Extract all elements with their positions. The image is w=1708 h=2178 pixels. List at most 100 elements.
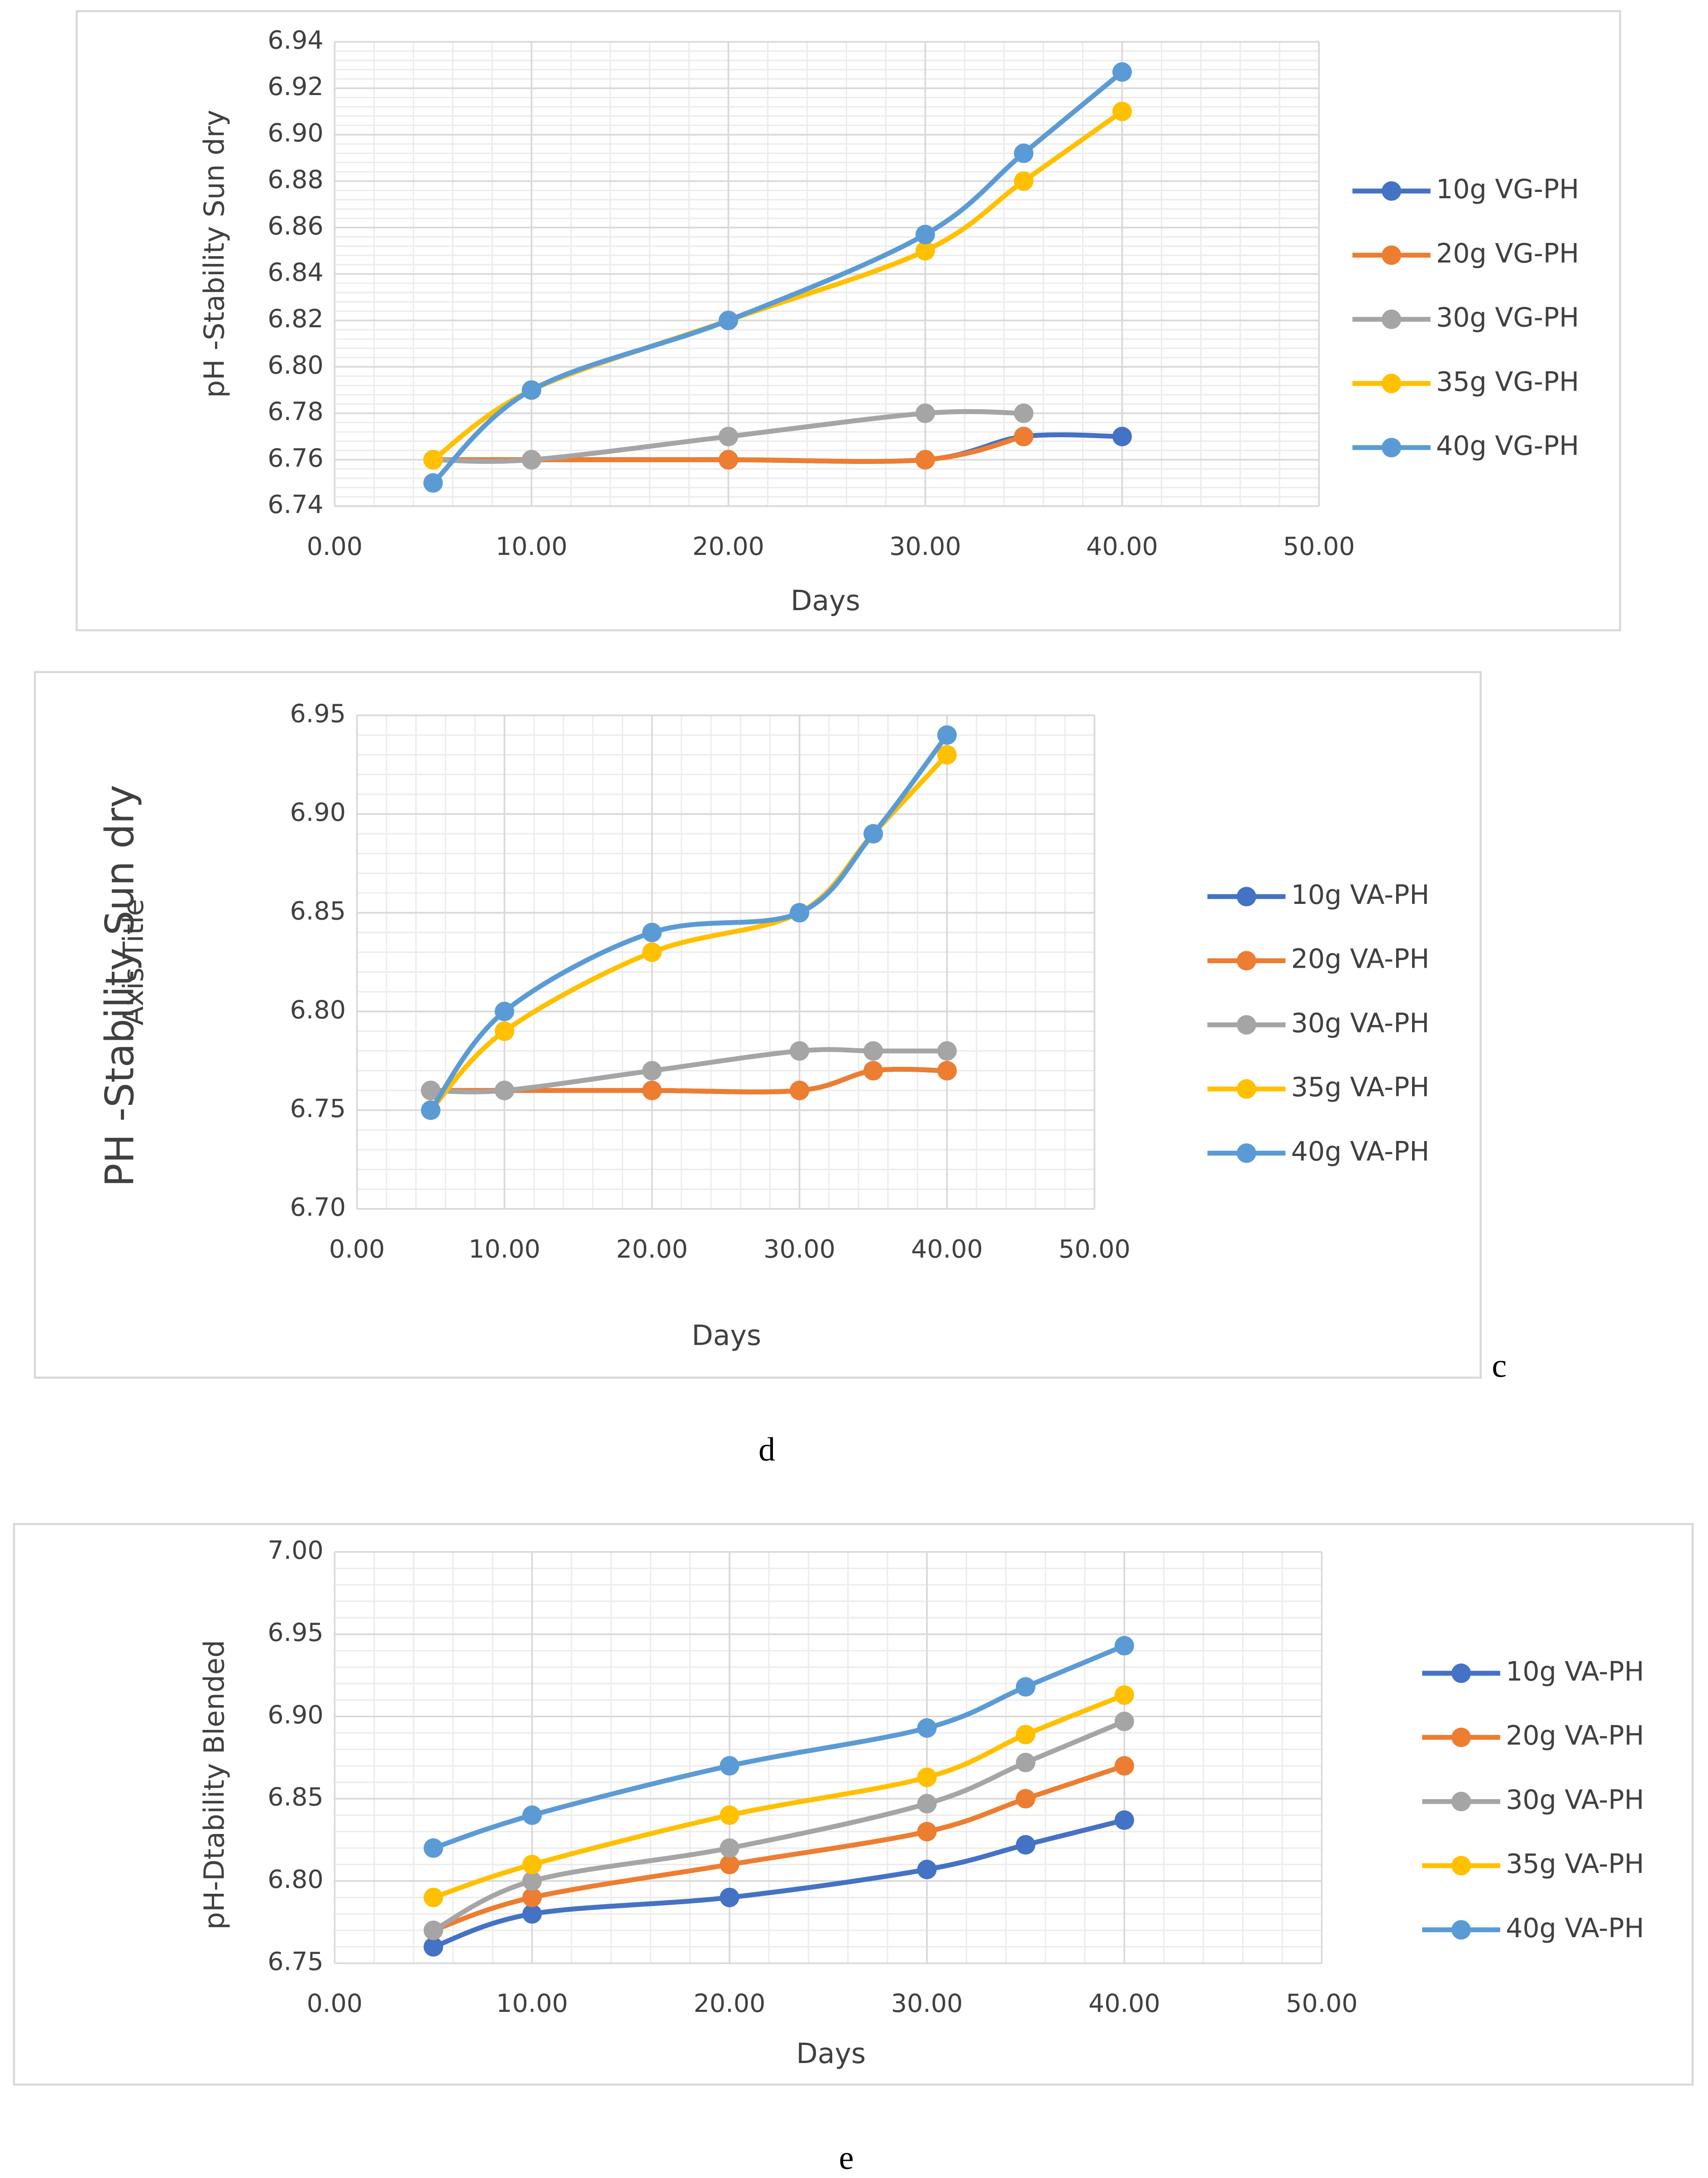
legend-label: 40g VA-PH — [1291, 1136, 1430, 1167]
legend-marker — [1451, 1663, 1471, 1683]
legend-label: 40g VA-PH — [1506, 1913, 1644, 1944]
legend-marker — [1382, 245, 1402, 265]
y-tick-label: 6.70 — [290, 1193, 346, 1222]
data-point — [522, 1904, 542, 1924]
y-axis-title-overlay: Axis Title — [117, 899, 150, 1025]
data-point — [1016, 1724, 1035, 1744]
data-point — [423, 1887, 444, 1907]
data-point — [915, 241, 935, 261]
y-tick-label: 6.85 — [267, 1783, 323, 1812]
data-point — [863, 824, 883, 844]
data-point — [917, 1859, 937, 1879]
y-tick-label: 6.95 — [267, 1619, 323, 1648]
data-point — [789, 1080, 810, 1100]
y-tick-label: 6.88 — [267, 165, 323, 194]
legend-label: 30g VA-PH — [1506, 1784, 1644, 1815]
legend-marker — [1382, 373, 1402, 393]
y-tick-label: 6.92 — [267, 72, 323, 101]
legend-label: 10g VA-PH — [1506, 1656, 1644, 1687]
x-tick-label: 0.00 — [329, 1235, 385, 1264]
x-tick-label: 50.00 — [1059, 1235, 1131, 1264]
data-point — [917, 1822, 937, 1842]
x-tick-label: 10.00 — [496, 532, 568, 561]
data-point — [642, 1080, 662, 1100]
data-point — [720, 1887, 739, 1907]
y-tick-label: 6.86 — [267, 212, 323, 241]
x-tick-label: 0.00 — [307, 1989, 363, 2018]
data-point — [423, 1920, 444, 1940]
y-tick-label: 6.90 — [290, 798, 346, 827]
legend-marker — [1236, 1143, 1256, 1163]
legend-label: 10g VG-PH — [1436, 174, 1579, 205]
y-tick-label: 6.84 — [267, 258, 323, 287]
x-axis-title: Days — [796, 2037, 866, 2070]
data-point — [642, 922, 662, 942]
legend-marker — [1451, 1920, 1471, 1940]
data-point — [1114, 1810, 1134, 1830]
x-tick-label: 40.00 — [911, 1235, 983, 1264]
data-point — [495, 1080, 515, 1100]
legend-label: 20g VA-PH — [1291, 944, 1430, 974]
legend-label: 30g VA-PH — [1291, 1008, 1430, 1038]
x-axis-title: Days — [692, 1319, 761, 1352]
data-point — [1014, 143, 1034, 163]
legend-marker — [1382, 309, 1402, 330]
x-tick-label: 20.00 — [692, 532, 764, 561]
legend-marker — [1451, 1791, 1471, 1811]
data-point — [720, 1854, 739, 1875]
data-point — [1114, 1756, 1134, 1776]
data-point — [1014, 171, 1034, 191]
y-tick-label: 6.95 — [290, 700, 346, 729]
chart: 0.00 10.00 20.00 30.00 40.00 50.00 6.70 6.75 6.8… — [33, 671, 1482, 1379]
legend-label: 35g VA-PH — [1291, 1072, 1430, 1103]
data-point — [642, 942, 662, 962]
y-axis-title: PH -Stability Sun dry — [98, 785, 143, 1187]
x-tick-label: 20.00 — [694, 1989, 766, 2018]
data-point — [917, 1767, 937, 1787]
data-point — [937, 1061, 957, 1081]
legend-marker — [1236, 951, 1256, 971]
data-point — [720, 1838, 739, 1858]
x-tick-label: 50.00 — [1286, 1989, 1358, 2018]
data-point — [1112, 62, 1132, 82]
data-point — [1016, 1753, 1035, 1772]
y-axis-title: pH -Stability Sun dry — [198, 110, 231, 398]
legend-marker — [1382, 181, 1402, 201]
legend-marker — [1236, 1015, 1256, 1035]
x-tick-label: 10.00 — [468, 1235, 540, 1264]
data-point — [642, 1061, 662, 1081]
y-tick-label: 6.94 — [267, 26, 323, 55]
legend-marker — [1382, 438, 1402, 458]
y-tick-label: 6.75 — [290, 1094, 346, 1123]
data-point — [863, 1041, 883, 1061]
data-point — [421, 1080, 441, 1100]
legend-marker — [1236, 1079, 1256, 1099]
data-point — [495, 1002, 515, 1022]
data-point — [917, 1794, 937, 1814]
y-tick-label: 6.75 — [267, 1948, 323, 1977]
y-tick-label: 6.80 — [267, 1865, 323, 1894]
data-point — [915, 224, 935, 244]
data-point — [423, 473, 443, 493]
data-point — [1016, 1789, 1035, 1809]
data-point — [915, 403, 935, 423]
legend-marker — [1451, 1727, 1471, 1748]
data-point — [937, 1041, 957, 1061]
data-point — [937, 745, 957, 765]
x-tick-label: 40.00 — [1086, 532, 1158, 561]
y-tick-label: 7.00 — [267, 1536, 323, 1565]
data-point — [718, 426, 738, 446]
legend-marker — [1451, 1856, 1471, 1876]
chart: 0.00 10.00 20.00 30.00 40.00 50.00 6.74 6.76 6.7… — [76, 10, 1622, 631]
data-point — [423, 1838, 444, 1858]
data-point — [1016, 1677, 1035, 1697]
data-point — [522, 1887, 542, 1907]
x-tick-label: 30.00 — [889, 532, 961, 561]
y-tick-label: 6.80 — [267, 351, 323, 380]
data-point — [1114, 1685, 1134, 1705]
y-tick-label: 6.90 — [267, 119, 323, 148]
x-tick-label: 40.00 — [1088, 1989, 1160, 2018]
data-point — [423, 1937, 444, 1957]
data-point — [718, 310, 738, 330]
